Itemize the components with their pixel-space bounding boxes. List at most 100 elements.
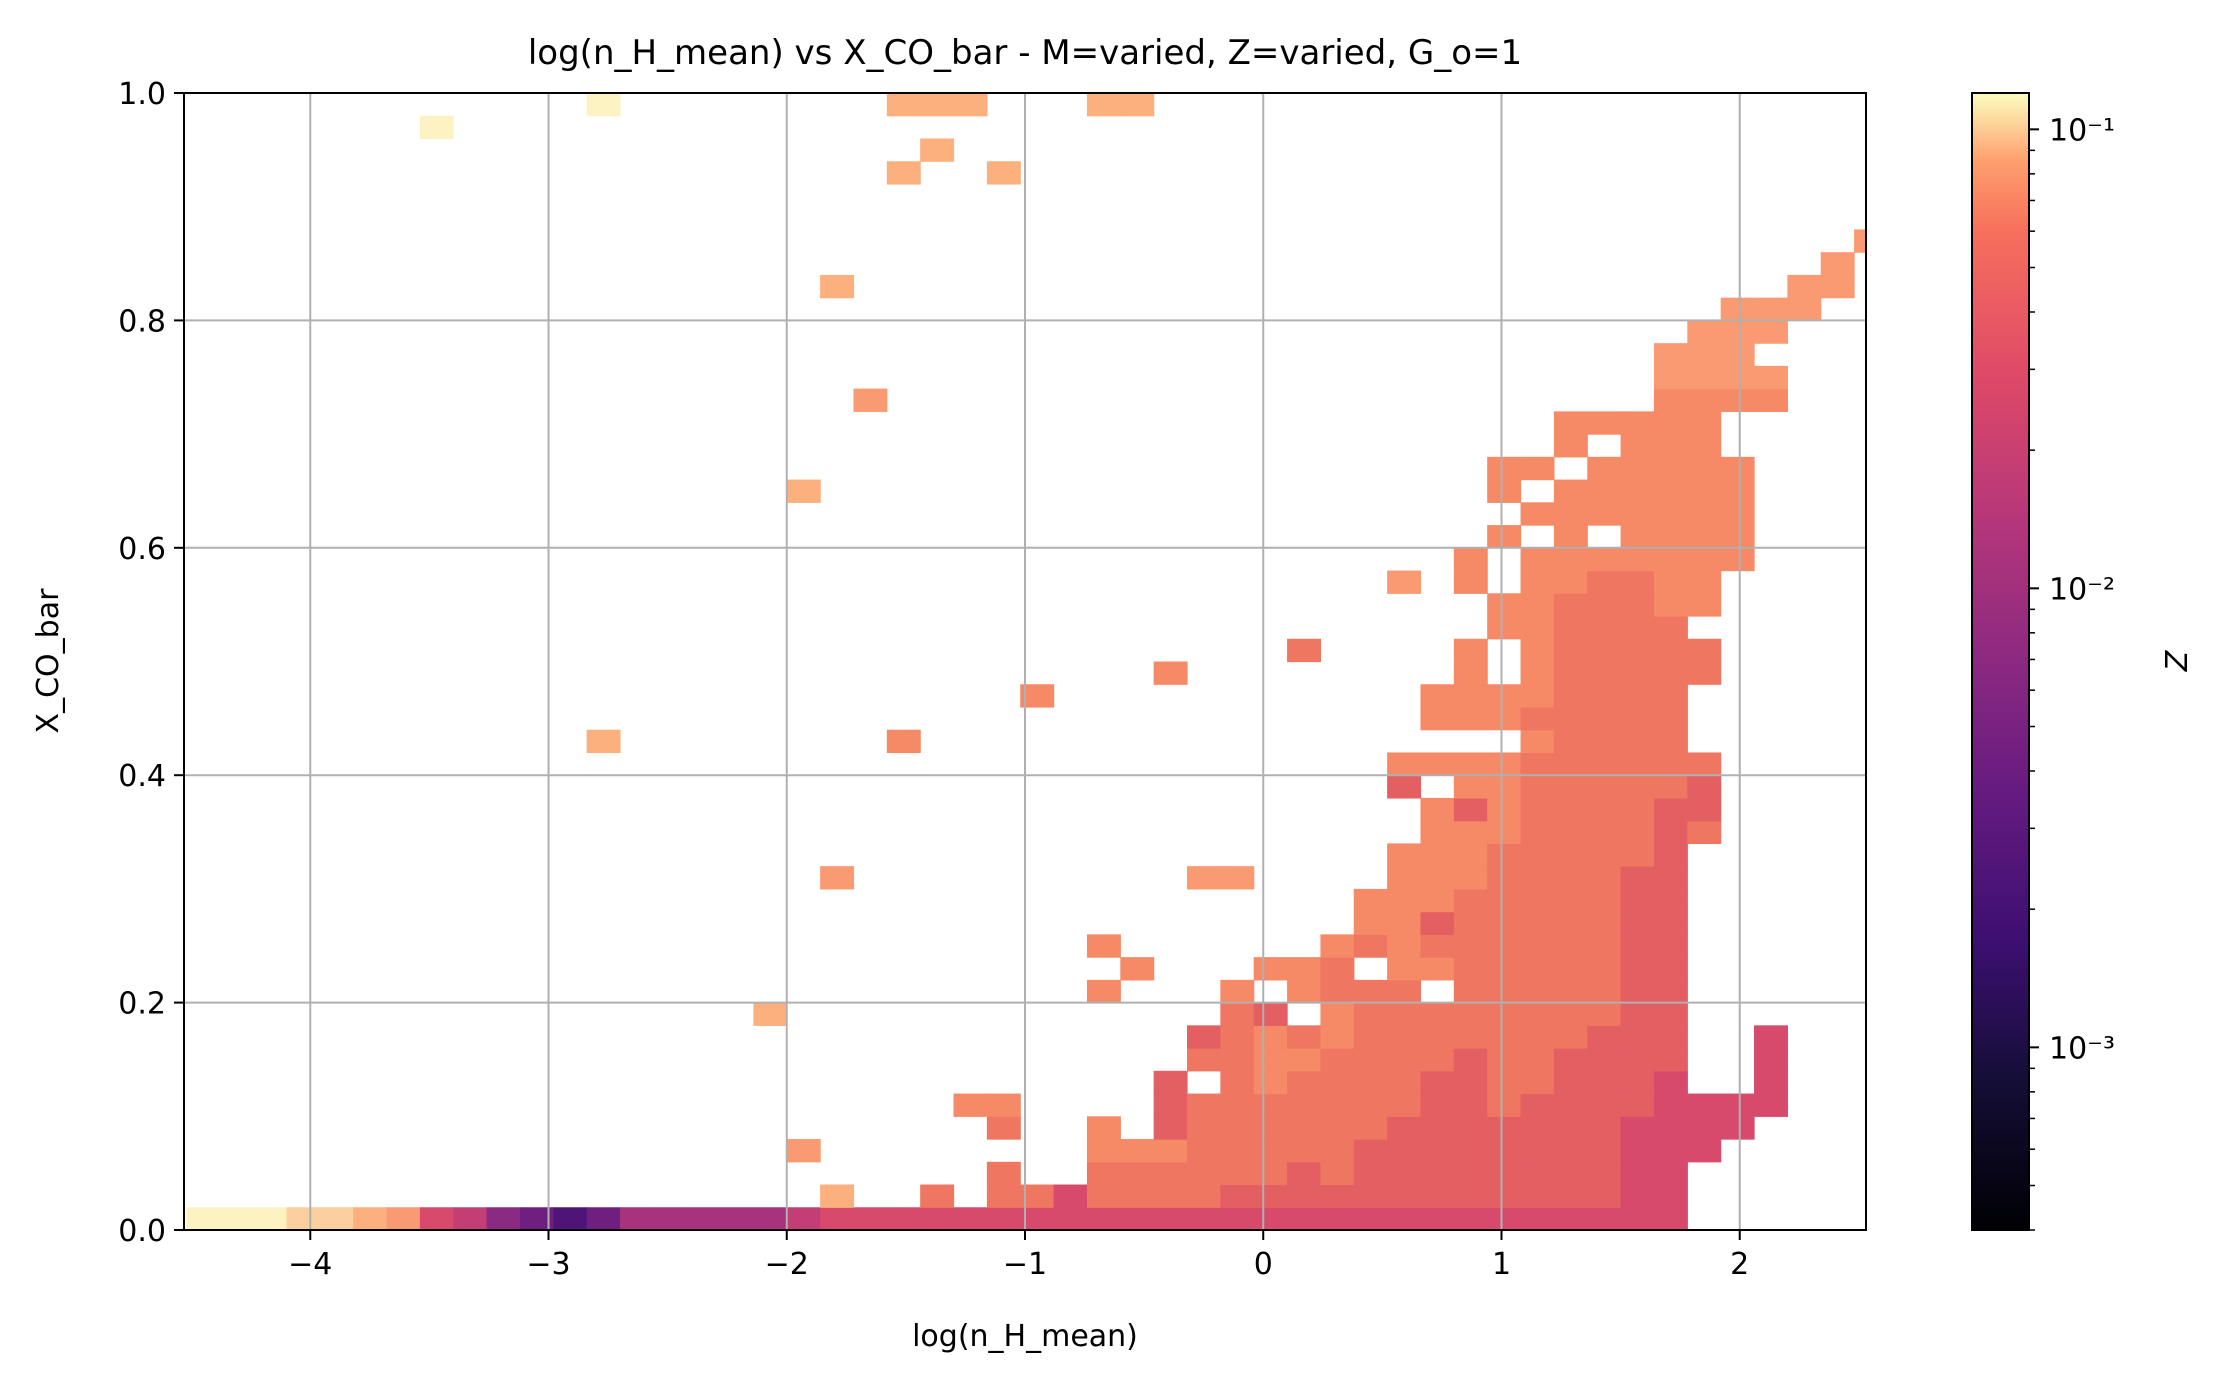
heatmap-cell (1487, 866, 1522, 890)
colorbar-tick-label: 10⁻¹ (2049, 113, 2115, 148)
heatmap-cell (953, 1093, 988, 1117)
heatmap-cell (853, 388, 888, 412)
heatmap-cell (1653, 1002, 1688, 1026)
heatmap-cell (1487, 593, 1522, 617)
heatmap-cell (1687, 1139, 1722, 1163)
heatmap-cell (1553, 1048, 1588, 1072)
heatmap-cell (1387, 570, 1422, 594)
heatmap-cell (586, 93, 621, 117)
heatmap-cell (1553, 843, 1588, 867)
heatmap-cell (1020, 684, 1055, 708)
heatmap-cell (1553, 888, 1588, 913)
heatmap-cell (1720, 320, 1755, 344)
heatmap-cell (1620, 1070, 1655, 1095)
heatmap-cell (1687, 1116, 1722, 1140)
heatmap-cell (1653, 1161, 1688, 1186)
heatmap-cell (1653, 1207, 1688, 1230)
heatmap-cell (1453, 570, 1488, 594)
heatmap-cell (1320, 1161, 1355, 1186)
heatmap-cell (253, 1207, 288, 1230)
heatmap-cell (1120, 1207, 1155, 1230)
heatmap-cell (820, 866, 855, 890)
y-tick-label: 0.6 (118, 532, 166, 567)
heatmap-cell (1353, 934, 1388, 958)
heatmap-cell (1453, 1025, 1488, 1049)
heatmap-cell (1720, 388, 1755, 412)
heatmap-cell (1420, 1025, 1455, 1049)
heatmap-cell (1653, 843, 1688, 867)
heatmap-cell (1653, 934, 1688, 958)
heatmap-cell (1187, 1184, 1221, 1208)
heatmap-cell (1687, 411, 1722, 435)
heatmap-cell (1220, 1116, 1255, 1140)
heatmap-cell (786, 1139, 821, 1163)
heatmap-cell (1587, 775, 1622, 799)
heatmap-cell (1453, 1070, 1488, 1095)
heatmap-cell (1120, 957, 1155, 981)
heatmap-cell (1653, 797, 1688, 822)
heatmap-cell (1487, 706, 1522, 731)
heatmap-cell (1520, 866, 1555, 890)
y-tick-label: 0.2 (118, 987, 166, 1022)
heatmap-cell (386, 1207, 421, 1230)
heatmap-cell (1820, 274, 1855, 299)
heatmap-cell (1420, 797, 1455, 822)
heatmap-cell (1553, 866, 1588, 890)
heatmap-cell (1520, 502, 1555, 526)
y-tick-label: 1.0 (118, 77, 166, 112)
heatmap-cell (1387, 934, 1422, 958)
heatmap-cell (1553, 797, 1588, 822)
heatmap-cell (1387, 1139, 1422, 1163)
heatmap-cell (1387, 1093, 1422, 1117)
heatmap-cell (1720, 479, 1755, 503)
heatmap-cell (1320, 1002, 1355, 1026)
heatmap-cell (1520, 1025, 1555, 1049)
heatmap-cell (1620, 1161, 1655, 1186)
x-tick-label: 1 (1492, 1247, 1511, 1282)
heatmap-cell (1453, 957, 1488, 981)
heatmap-cell (1653, 456, 1688, 481)
heatmap-cell (1153, 1184, 1188, 1208)
heatmap-cell (1187, 1093, 1221, 1117)
heatmap-cell (419, 115, 454, 140)
heatmap-cell (1253, 1048, 1288, 1072)
heatmap-cell (786, 479, 821, 503)
heatmap-cell (986, 1207, 1021, 1230)
heatmap-cell (1353, 1116, 1388, 1140)
heatmap-cell (1353, 1161, 1388, 1186)
heatmap-cell (1620, 547, 1655, 572)
heatmap-cell (1620, 706, 1655, 731)
heatmap-cell (1653, 888, 1688, 913)
heatmap-cell (1687, 388, 1722, 412)
heatmap-cell (1387, 957, 1422, 981)
x-tick-label: 0 (1254, 1247, 1273, 1282)
heatmap-cell (1553, 1025, 1588, 1049)
heatmap-cell (1453, 547, 1488, 572)
heatmap-cell (1287, 979, 1322, 1004)
heatmap-cell (1253, 1002, 1288, 1026)
heatmap-cell (1253, 1116, 1288, 1140)
heatmap-cell (1620, 1207, 1655, 1230)
heatmap-cell (1620, 888, 1655, 913)
heatmap-cell (1653, 684, 1688, 708)
heatmap-cell (1420, 1184, 1455, 1208)
heatmap-cell (1553, 775, 1588, 799)
heatmap-cell (1687, 479, 1722, 503)
heatmap-cell (920, 1184, 955, 1208)
heatmap-cell (1587, 411, 1622, 435)
heatmap-cell (1620, 979, 1655, 1004)
heatmap-cell (1320, 1025, 1355, 1049)
heatmap-cell (1653, 434, 1688, 458)
heatmap-cell (1520, 843, 1555, 867)
heatmap-cell (1687, 456, 1722, 481)
heatmap-cell (1287, 1025, 1322, 1049)
heatmap-cell (1553, 661, 1588, 685)
heatmap-cell (1687, 593, 1722, 617)
heatmap-cell (1587, 502, 1622, 526)
heatmap-cell (1587, 820, 1622, 845)
heatmap-cell (1754, 365, 1788, 390)
heatmap-cell (1320, 1070, 1355, 1095)
heatmap-cell (1520, 661, 1555, 685)
heatmap-cell (1487, 911, 1522, 935)
heatmap-cell (619, 1207, 654, 1230)
